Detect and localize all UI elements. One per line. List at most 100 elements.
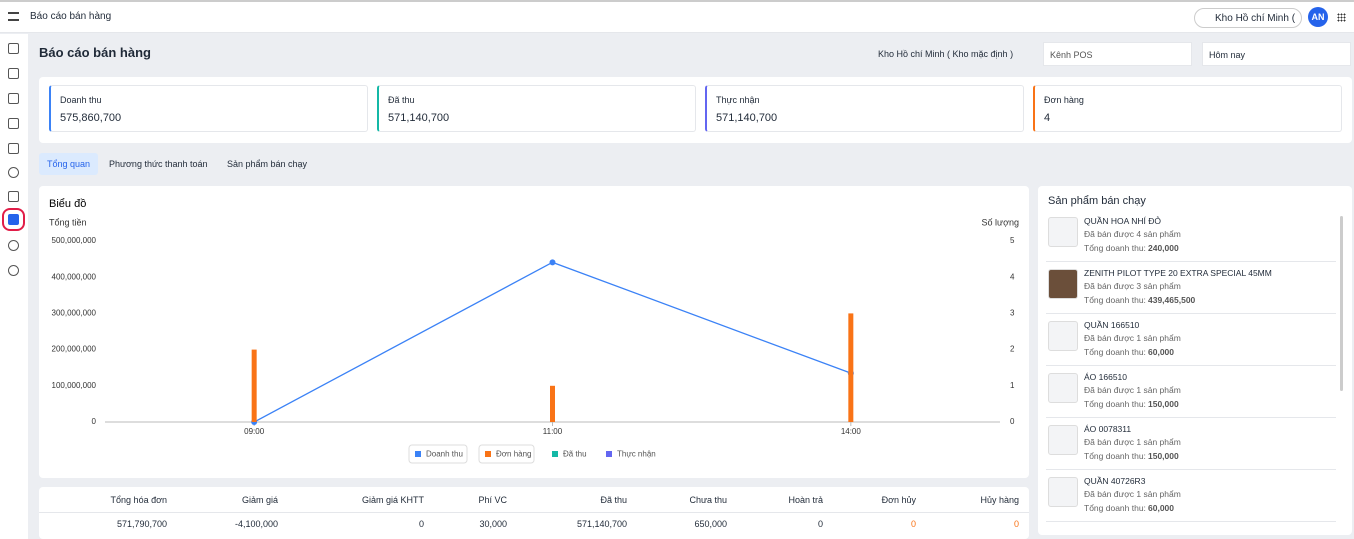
legend-label: Thực nhận [617,450,656,459]
y-tick-label: 0 [92,417,97,426]
product-thumb [1048,321,1078,351]
channel-select[interactable]: Kênh POS [1043,42,1192,66]
bar [251,349,257,422]
product-sold: Đã bán được 1 sản phẩm [1084,437,1181,447]
legend-item [546,445,588,463]
nav-icon[interactable] [8,118,19,129]
summary-header: Đơn hủy [881,495,916,505]
product-revenue: 60,000 [1148,503,1174,513]
y-tick-label: 500,000,000 [52,236,97,245]
summary-header: Hoàn trả [788,495,823,505]
summary-value: 0 [1013,519,1019,529]
product-name: ZENITH PILOT TYPE 20 EXTRA SPECIAL 45MM [1084,268,1272,278]
summary-value: 650,000 [694,519,727,529]
summary-header: Đã thu [600,495,627,505]
date-select[interactable]: Hôm nay [1202,42,1351,66]
stat-value: 4 [1044,112,1051,124]
product-revenue-label: Tổng doanh thu: [1084,347,1146,357]
product-name: QUẦN HOA NHÍ ĐỎ [1084,216,1161,226]
stat-label: Đã thu [388,95,415,105]
avatar[interactable]: AN [1308,7,1328,27]
summary-header: Giảm giá KHTT [361,495,424,505]
menu-icon[interactable] [8,12,19,21]
tab[interactable]: Sản phẩm bán chạy [227,159,308,169]
chart-card: Biểu đồ Tổng tiền Số lượng 0 100,000,000 2… [39,186,1029,478]
product-sold: Đã bán được 3 sản phẩm [1084,281,1181,291]
product-divider [1046,313,1336,314]
app-title: Báo cáo bán hàng [30,11,112,22]
product-thumb [1048,217,1078,247]
nav-icon[interactable] [8,265,19,276]
x-tick-label: 09:00 [244,427,265,436]
legend-swatch [552,451,558,457]
y-tick-label: 200,000,000 [52,345,97,354]
nav-icon[interactable] [8,240,19,251]
summary-value: 571,140,700 [576,519,627,529]
stat-box: Đã thu 571,140,700 [377,85,696,132]
product-thumb [1048,477,1078,507]
products-card: Sản phẩm bán chạy QUẦN HOA NHÍ ĐỎ Đã bán … [1038,186,1352,535]
legend-swatch [485,451,491,457]
summary-value: 0 [817,519,823,529]
stat-value: 575,860,700 [60,112,122,124]
legend-label: Đơn hàng [496,450,532,459]
store-selector[interactable]: Kho Hồ chí Minh ( [1194,8,1302,28]
product-revenue: 60,000 [1148,347,1174,357]
legend-item [478,444,535,464]
product-divider [1046,469,1336,470]
bar [550,385,555,422]
product-revenue: 240,000 [1148,243,1179,253]
product-revenue-label: Tổng doanh thu: [1084,451,1146,461]
point [549,259,556,266]
product-thumb [1048,269,1078,299]
product-name: ÁO 166510 [1084,372,1128,382]
legend-label: Đã thu [563,450,587,459]
nav-icon-active[interactable] [2,208,25,231]
product-revenue-label: Tổng doanh thu: [1084,503,1146,513]
legend-swatch [415,451,421,457]
summary-value: 0 [418,519,424,529]
stat-label: Doanh thu [60,95,102,105]
legend-swatch [606,451,612,457]
summary-value: 0 [910,519,916,529]
scrollbar[interactable] [1340,216,1343,391]
y2-tick-label: 2 [1010,345,1015,354]
nav-icon[interactable] [8,191,19,202]
stat-box: Đơn hàng 4 [1033,85,1342,132]
products-title: Sản phẩm bán chạy [1048,195,1146,207]
legend-item [408,444,468,464]
product-thumb [1048,425,1078,455]
y2-tick-label: 4 [1010,272,1015,281]
store-label: Kho Hồ chí Minh ( Kho mặc định ) [878,49,1014,59]
nav-icon[interactable] [8,43,19,54]
tab[interactable]: Tổng quan [39,153,99,175]
nav-icon[interactable] [8,68,19,79]
y2-tick-label: 0 [1010,417,1015,426]
nav-icon[interactable] [8,93,19,104]
stat-label: Đơn hàng [1044,95,1084,105]
apps-icon[interactable] [1337,13,1346,22]
stat-value: 571,140,700 [716,112,778,124]
tab[interactable]: Phương thức thanh toán [109,159,208,169]
product-thumb [1048,373,1078,403]
x-tick-label: 11:00 [543,427,563,436]
summary-header: Chưa thu [689,495,727,505]
x-tick-label: 14:00 [841,427,862,436]
product-divider [1046,417,1336,418]
summary-value: 30,000 [479,519,507,529]
product-divider [1046,261,1336,262]
stats-card: Doanh thu 575,860,700 Đã thu 571,140,700 Thự… [39,77,1352,143]
nav-icon[interactable] [8,143,19,154]
stat-box: Doanh thu 575,860,700 [49,85,368,132]
chart-title: Biểu đồ [49,198,86,210]
summary-card: Tổng hóa đơn 571,790,700 Giảm giá -4,100,00… [39,487,1029,539]
y-axis-label: Tổng tiền [49,217,87,227]
product-name: QUẦN 40726R3 [1084,476,1146,486]
divider [39,512,1029,513]
nav-icon[interactable] [8,167,19,178]
sidebar [0,34,28,539]
summary-header: Giảm giá [241,495,278,505]
bar [848,313,854,422]
product-revenue: 439,465,500 [1148,295,1196,305]
y-tick-label: 400,000,000 [52,272,97,281]
